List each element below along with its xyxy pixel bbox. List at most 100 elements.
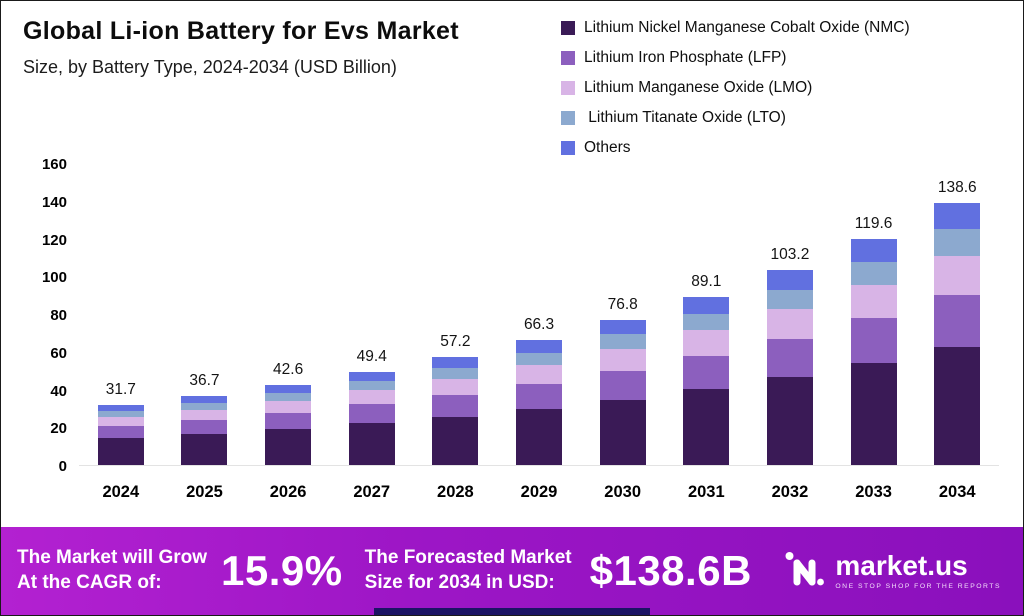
bar-segment: [432, 378, 479, 395]
bar-segment: [934, 347, 981, 465]
bar-column: 138.6 2034: [915, 164, 999, 501]
bar-segment: [516, 365, 563, 384]
bar-segment: [432, 416, 479, 465]
bar-segment: [97, 411, 144, 418]
cagr-label-line2: At the CAGR of:: [17, 572, 162, 593]
page-title: Global Li-ion Battery for Evs Market: [23, 17, 459, 45]
brand-text: market.us ONE STOP SHOP FOR THE REPORTS: [835, 552, 1001, 591]
stacked-bar[interactable]: [97, 405, 144, 465]
x-axis-label: 2024: [102, 483, 140, 501]
x-axis-label: 2034: [938, 483, 976, 501]
bar-segment: [766, 309, 813, 339]
y-axis: 0 20 40 60 80 100 120 140 160: [31, 156, 79, 475]
bar-total-label: 66.3: [523, 315, 555, 333]
x-axis-label: 2025: [186, 483, 223, 501]
bar-segment: [265, 392, 312, 401]
legend-item: Lithium Nickel Manganese Cobalt Oxide (N…: [561, 19, 910, 37]
stacked-bar[interactable]: [766, 270, 813, 465]
y-axis-tick: 60: [50, 344, 67, 362]
y-axis-tick: 140: [41, 193, 67, 211]
stacked-bar[interactable]: [348, 371, 395, 465]
y-axis-tick: 80: [50, 307, 67, 324]
bar-segment: [599, 334, 646, 349]
forecast-label-line1: The Forecasted Market: [364, 547, 572, 569]
bar-segment: [97, 405, 144, 412]
legend-swatch-icon: [561, 21, 575, 35]
x-axis-label: 2033: [855, 483, 892, 501]
bar-segment: [181, 402, 228, 410]
brand-tagline: ONE STOP SHOP FOR THE REPORTS: [835, 583, 1001, 590]
legend-label: Others: [584, 139, 631, 156]
bar-segment: [766, 377, 813, 465]
legend-item: Lithium Titanate Oxide (LTO): [561, 109, 910, 127]
stacked-bar[interactable]: [516, 339, 563, 465]
bar-total-label: 49.4: [356, 347, 387, 365]
legend-item: Lithium Manganese Oxide (LMO): [561, 79, 910, 97]
market-us-logo-icon: [785, 551, 825, 592]
y-axis-tick: 0: [58, 458, 67, 475]
bar-segment: [599, 399, 646, 465]
stacked-bar[interactable]: [850, 239, 897, 465]
bar-segment: [934, 203, 981, 230]
bar-column: 49.4 2027: [330, 164, 414, 501]
x-axis-label: 2028: [437, 483, 474, 501]
bar-total-label: 36.7: [189, 371, 220, 389]
x-axis-label: 2030: [604, 483, 642, 501]
bar-column: 76.8 2030: [581, 164, 665, 501]
bar-segment: [265, 384, 312, 393]
stacked-bar[interactable]: [181, 395, 228, 465]
bar-segment: [766, 338, 813, 378]
bar-segment: [97, 417, 144, 427]
bar-column: 103.2 2032: [748, 164, 832, 501]
bar-segment: [265, 428, 312, 465]
bar-segment: [265, 400, 312, 413]
bar-segment: [348, 381, 395, 391]
bar-column: 89.1 2031: [664, 164, 748, 501]
stacked-bar[interactable]: [265, 384, 312, 465]
cagr-label-line1: The Market will Grow: [17, 547, 208, 569]
legend-label: Lithium Manganese Oxide (LMO): [584, 79, 813, 96]
bar-segment: [934, 294, 981, 348]
forecast-value: $138.6B: [589, 547, 752, 594]
chart-legend: Lithium Nickel Manganese Cobalt Oxide (N…: [561, 19, 910, 157]
y-axis-tick: 40: [50, 382, 67, 400]
stacked-bar[interactable]: [432, 357, 479, 465]
bar-column: 57.2 2028: [414, 164, 498, 501]
bar-segment: [181, 395, 228, 403]
bar-segment: [683, 355, 730, 390]
bar-column: 42.6 2026: [246, 164, 330, 501]
bar-total-label: 76.8: [607, 296, 638, 314]
bar-segment: [97, 426, 144, 439]
plot-area: 31.7 2024 36.7 2025 42.6 2026 49.4 2027 57.2 2028…: [79, 164, 999, 501]
bar-segment: [348, 404, 395, 424]
footer-banner: The Market will Grow At the CAGR of: 15.…: [1, 527, 1023, 615]
bar-segment: [683, 313, 730, 331]
bar-segment: [432, 357, 479, 369]
bar-column: 119.6 2033: [832, 164, 916, 501]
bar-total-label: 57.2: [440, 333, 471, 351]
bar-segment: [850, 261, 897, 285]
stacked-bar[interactable]: [683, 296, 730, 465]
bar-segment: [683, 330, 730, 356]
stacked-bar[interactable]: [934, 203, 981, 465]
bar-column: 66.3 2029: [497, 164, 581, 501]
brand-block[interactable]: market.us ONE STOP SHOP FOR THE REPORTS: [785, 551, 1007, 592]
bar-segment: [934, 229, 981, 256]
chart-header: Global Li-ion Battery for Evs Market Siz…: [23, 17, 459, 78]
x-axis-label: 2031: [687, 483, 725, 501]
bar-total-label: 138.6: [937, 179, 977, 197]
forecast-label-line2: Size for 2034 in USD:: [364, 572, 555, 593]
stacked-bar[interactable]: [599, 320, 646, 465]
legend-swatch-icon: [561, 141, 575, 155]
bar-segment: [348, 371, 395, 382]
y-axis-tick: 120: [41, 231, 67, 249]
bar-segment: [348, 423, 395, 465]
y-axis-tick: 20: [50, 420, 67, 438]
bar-total-label: 31.7: [105, 381, 136, 399]
bar-segment: [181, 409, 228, 421]
bar-segment: [348, 390, 395, 405]
bar-total-label: 103.2: [770, 246, 810, 264]
forecast-label: The Forecasted Market Size for 2034 in U…: [365, 546, 572, 595]
bar-segment: [432, 394, 479, 417]
legend-item: Others: [561, 139, 910, 157]
